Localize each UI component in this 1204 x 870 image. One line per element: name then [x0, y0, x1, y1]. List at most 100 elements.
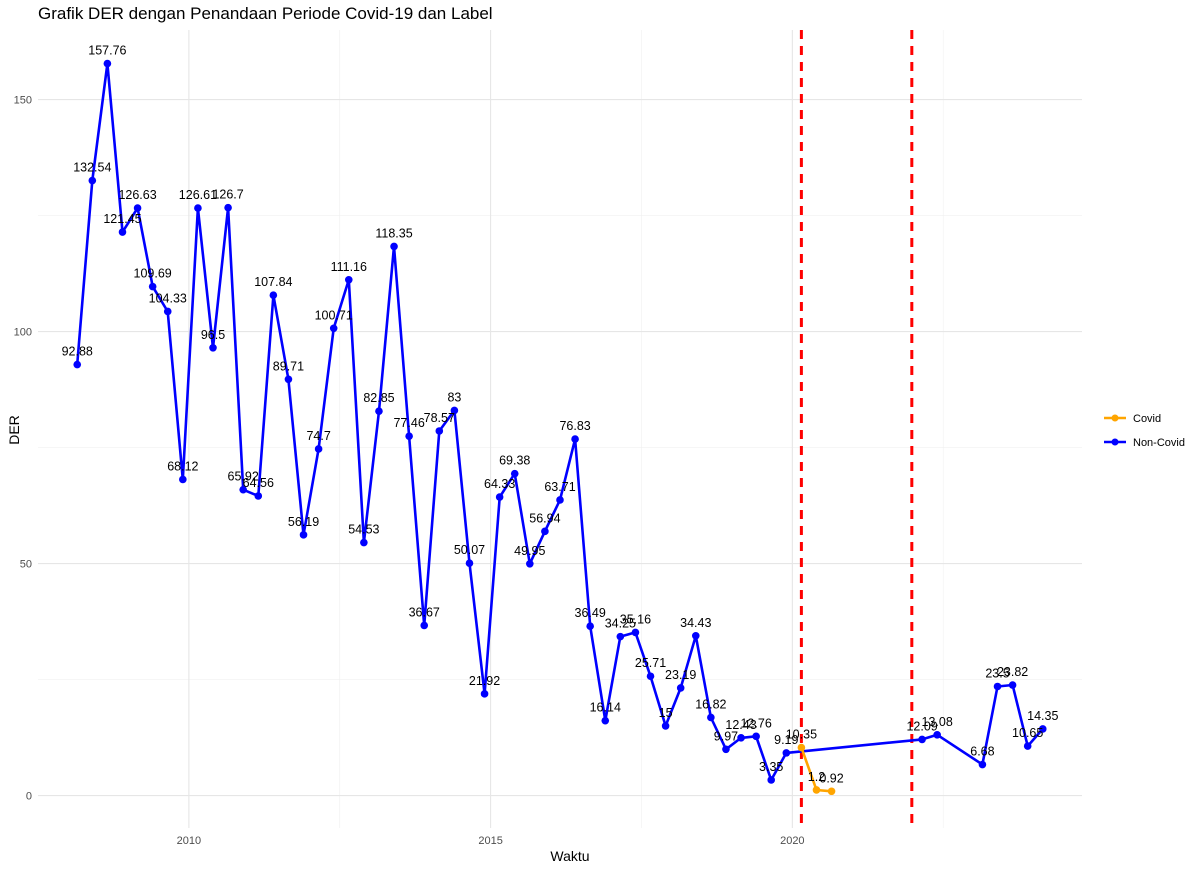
non-covid-data-point — [676, 684, 685, 692]
covid-data-label: 0.92 — [819, 771, 843, 785]
non-covid-data-label: 13.08 — [922, 715, 953, 729]
non-covid-data-label: 35.16 — [620, 612, 651, 626]
non-covid-data-label: 65.92 — [228, 470, 259, 484]
y-tick-label: 0 — [26, 791, 32, 803]
non-covid-data-point — [209, 344, 217, 352]
non-covid-data-point — [691, 631, 700, 640]
non-covid-data-label: 12.43 — [725, 718, 756, 732]
non-covid-data-label: 111.16 — [331, 260, 367, 274]
non-covid-data-label: 6.68 — [970, 745, 994, 759]
non-covid-data-label: 126.61 — [179, 188, 217, 202]
non-covid-data-label: 12.76 — [740, 716, 771, 730]
non-covid-data-point — [269, 291, 278, 299]
non-covid-data-label: 74.7 — [306, 429, 330, 443]
non-covid-data-point — [224, 203, 232, 212]
non-covid-data-label: 23.5 — [985, 666, 1009, 680]
non-covid-data-label: 25.71 — [635, 656, 666, 670]
non-covid-data-point — [163, 307, 172, 316]
non-covid-data-point — [767, 776, 776, 784]
non-covid-data-point — [118, 228, 127, 236]
non-covid-data-point — [586, 622, 594, 631]
non-covid-data-point — [133, 204, 142, 212]
y-tick-label: 100 — [14, 327, 32, 339]
non-covid-data-label: 23.19 — [665, 668, 696, 682]
non-covid-data-label: 68.12 — [167, 459, 198, 473]
non-covid-data-label: 14.35 — [1027, 709, 1058, 723]
legend-key-point-covid — [1111, 414, 1119, 422]
non-covid-data-label: 50.07 — [454, 543, 485, 557]
non-covid-data-point — [254, 492, 263, 500]
non-covid-data-point — [993, 682, 1002, 691]
non-covid-data-point — [284, 375, 293, 384]
non-covid-data-point — [1038, 725, 1047, 733]
non-covid-data-label: 157.76 — [88, 44, 126, 58]
covid-period-markers — [799, 30, 914, 828]
non-covid-data-label: 49.95 — [514, 544, 545, 558]
non-covid-data-label: 82.85 — [363, 391, 394, 405]
non-covid-data-label: 34.25 — [605, 617, 636, 631]
non-covid-data-label: 16.14 — [590, 701, 621, 715]
non-covid-data-point — [933, 731, 941, 739]
non-covid-data-point — [103, 59, 112, 68]
legend: Covid Non-Covid — [1104, 413, 1185, 449]
non-covid-data-point — [616, 632, 625, 641]
non-covid-data-point — [541, 527, 549, 536]
non-covid-data-point — [495, 493, 504, 501]
non-covid-data-label: 54.53 — [348, 523, 379, 537]
non-covid-data-label: 63.71 — [544, 480, 575, 494]
non-covid-data-point — [179, 475, 187, 484]
x-tick-label: 2020 — [780, 835, 804, 847]
non-covid-data-point — [465, 559, 474, 568]
legend-key-point-non-covid — [1111, 438, 1119, 446]
non-covid-data-point — [360, 538, 368, 547]
non-covid-data-point — [571, 435, 579, 443]
non-covid-data-point — [646, 672, 655, 681]
non-covid-data-point — [1023, 742, 1032, 750]
covid-data-point — [797, 743, 806, 752]
non-covid-data-label: 12.09 — [906, 719, 937, 733]
non-covid-data-point — [480, 690, 489, 698]
non-covid-data-point — [661, 722, 670, 730]
non-covid-data-label: 83 — [447, 390, 461, 404]
non-covid-data-label: 56.94 — [529, 511, 560, 525]
x-axis-title: Waktu — [550, 848, 589, 864]
non-covid-data-label: 36.67 — [409, 605, 440, 619]
non-covid-data-label: 34.43 — [680, 616, 711, 630]
non-covid-data-point — [782, 749, 791, 757]
legend-label-non-covid: Non-Covid — [1133, 437, 1185, 449]
non-covid-data-point — [88, 176, 97, 185]
covid-data-label: 1.2 — [808, 770, 825, 784]
y-tick-label: 150 — [14, 95, 32, 107]
non-covid-data-label: 69.38 — [499, 454, 530, 468]
non-covid-data-point — [239, 485, 247, 494]
covid-data-point — [827, 787, 836, 796]
non-covid-data-point — [707, 713, 715, 722]
non-covid-data-label: 23.82 — [997, 665, 1028, 679]
y-axis-title: DER — [6, 415, 22, 445]
non-covid-data-label: 16.82 — [695, 697, 726, 711]
non-covid-data-point — [737, 734, 745, 742]
non-covid-data-point — [1008, 681, 1017, 689]
non-covid-data-label: 126.7 — [212, 188, 243, 202]
non-covid-data-point — [405, 432, 413, 440]
y-tick-label: 50 — [20, 559, 32, 571]
non-covid-data-label: 121.45 — [103, 212, 141, 226]
non-covid-data-label: 107.84 — [254, 275, 292, 289]
legend-label-covid: Covid — [1133, 413, 1161, 425]
non-covid-data-label: 126.63 — [118, 188, 156, 202]
non-covid-data-label: 21.92 — [469, 674, 500, 688]
non-covid-data-point — [435, 427, 444, 435]
non-covid-data-point — [299, 531, 308, 539]
non-covid-data-point — [918, 735, 926, 744]
non-covid-data-label: 36.49 — [575, 606, 606, 620]
non-covid-data-label: 76.83 — [559, 419, 590, 433]
non-covid-data-label: 89.71 — [273, 359, 304, 373]
chart-title: Grafik DER dengan Penandaan Periode Covi… — [38, 4, 493, 23]
non-covid-data-point — [329, 324, 338, 333]
non-covid-data-point — [375, 407, 383, 415]
x-tick-label: 2010 — [177, 835, 201, 847]
non-covid-data-point — [601, 716, 610, 725]
axis-layer: Waktu DER 2010 2015 2020 0 50 100 150 — [6, 95, 805, 864]
non-covid-data-point — [420, 621, 429, 630]
